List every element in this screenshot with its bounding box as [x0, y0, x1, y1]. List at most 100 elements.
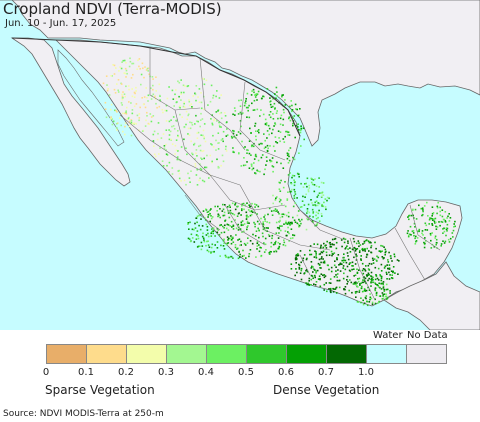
ndvi-pixel — [282, 118, 285, 121]
ndvi-pixel — [130, 102, 132, 104]
ndvi-pixel — [252, 145, 255, 148]
ndvi-pixel — [238, 238, 241, 240]
ndvi-pixel — [110, 103, 113, 106]
ndvi-pixel — [111, 118, 113, 120]
ndvi-pixel — [105, 75, 108, 77]
ndvi-pixel — [185, 110, 188, 113]
ndvi-pixel — [283, 241, 286, 244]
ndvi-pixel — [278, 232, 280, 234]
ndvi-pixel — [243, 242, 246, 245]
ndvi-pixel — [439, 224, 441, 227]
ndvi-pixel — [190, 170, 192, 172]
ndvi-pixel — [296, 222, 299, 225]
ndvi-pixel — [110, 116, 112, 118]
ndvi-pixel — [251, 102, 253, 105]
ndvi-pixel — [446, 227, 449, 230]
ndvi-pixel — [412, 232, 415, 234]
ndvi-pixel — [238, 152, 240, 155]
ndvi-pixel — [233, 130, 235, 132]
ndvi-pixel — [415, 240, 417, 243]
ndvi-pixel — [294, 103, 297, 106]
ndvi-pixel — [189, 121, 191, 124]
ndvi-pixel — [278, 245, 281, 248]
ndvi-pixel — [232, 228, 235, 230]
ndvi-pixel — [322, 246, 325, 249]
ndvi-pixel — [380, 277, 383, 280]
ndvi-pixel — [197, 120, 199, 123]
ndvi-pixel — [187, 114, 189, 117]
ndvi-pixel — [276, 226, 279, 229]
ndvi-pixel — [285, 214, 288, 217]
ndvi-pixel — [126, 72, 128, 75]
ndvi-pixel — [324, 206, 327, 208]
ndvi-pixel — [294, 193, 297, 195]
ndvi-pixel — [213, 118, 216, 121]
ndvi-pixel — [157, 122, 160, 124]
ndvi-pixel — [205, 166, 208, 169]
ndvi-pixel — [343, 256, 345, 259]
ndvi-pixel — [424, 229, 427, 231]
ndvi-pixel — [199, 149, 202, 152]
ndvi-pixel — [218, 214, 220, 217]
ndvi-pixel — [285, 220, 287, 223]
ndvi-pixel — [158, 83, 161, 86]
ndvi-pixel — [250, 165, 253, 167]
ndvi-pixel — [161, 108, 164, 111]
ndvi-pixel — [366, 304, 369, 307]
ndvi-pixel — [415, 235, 417, 238]
ndvi-pixel — [277, 241, 280, 244]
ndvi-pixel — [237, 223, 239, 226]
ndvi-pixel — [216, 231, 219, 234]
ndvi-pixel — [330, 266, 333, 269]
ndvi-pixel — [289, 119, 292, 122]
ndvi-pixel — [367, 264, 370, 267]
ndvi-pixel — [260, 142, 262, 145]
ndvi-pixel — [308, 184, 310, 187]
ndvi-pixel — [319, 253, 322, 255]
ndvi-pixel — [148, 73, 150, 76]
ndvi-pixel — [307, 203, 310, 206]
ndvi-pixel — [116, 83, 118, 85]
ndvi-pixel — [238, 226, 240, 229]
ndvi-pixel — [200, 248, 203, 251]
ndvi-pixel — [200, 101, 203, 104]
ndvi-pixel — [377, 286, 380, 288]
ndvi-pixel — [257, 159, 260, 162]
ndvi-pixel — [300, 267, 303, 270]
ndvi-pixel — [241, 209, 243, 212]
ndvi-pixel — [291, 174, 294, 177]
ndvi-pixel — [391, 274, 393, 276]
ndvi-pixel — [251, 144, 253, 147]
ndvi-pixel — [292, 156, 294, 159]
ndvi-pixel — [321, 195, 323, 198]
ndvi-pixel — [383, 293, 386, 295]
map-date-range: Jun. 10 - Jun. 17, 2025 — [5, 18, 117, 29]
ndvi-pixel — [222, 160, 225, 163]
ndvi-pixel — [305, 258, 308, 261]
ndvi-pixel — [202, 210, 205, 212]
legend: Water No Data 0 0.1 0.2 0.3 0.4 0.5 0.6 0.7 1.0 … — [0, 330, 480, 422]
ndvi-pixel — [115, 67, 117, 69]
ndvi-pixel — [366, 275, 368, 278]
ndvi-pixel — [300, 129, 302, 132]
ndvi-pixel — [286, 152, 289, 155]
ndvi-pixel — [283, 223, 285, 225]
legend-tick: 0 — [42, 367, 50, 378]
ndvi-pixel — [188, 134, 191, 136]
ndvi-pixel — [222, 239, 225, 242]
ndvi-pixel — [258, 244, 260, 246]
ndvi-pixel — [249, 210, 251, 213]
ndvi-pixel — [361, 269, 364, 272]
ndvi-pixel — [231, 202, 234, 205]
ndvi-pixel — [206, 211, 209, 213]
ndvi-pixel — [249, 249, 252, 251]
ndvi-pixel — [234, 219, 236, 221]
ndvi-pixel — [200, 107, 203, 110]
ndvi-pixel — [182, 105, 185, 108]
ndvi-pixel — [211, 114, 213, 116]
ndvi-pixel — [333, 243, 335, 246]
ndvi-pixel — [268, 114, 271, 116]
ndvi-pixel — [302, 127, 305, 129]
ndvi-pixel — [343, 272, 345, 275]
ndvi-pixel — [256, 248, 258, 250]
